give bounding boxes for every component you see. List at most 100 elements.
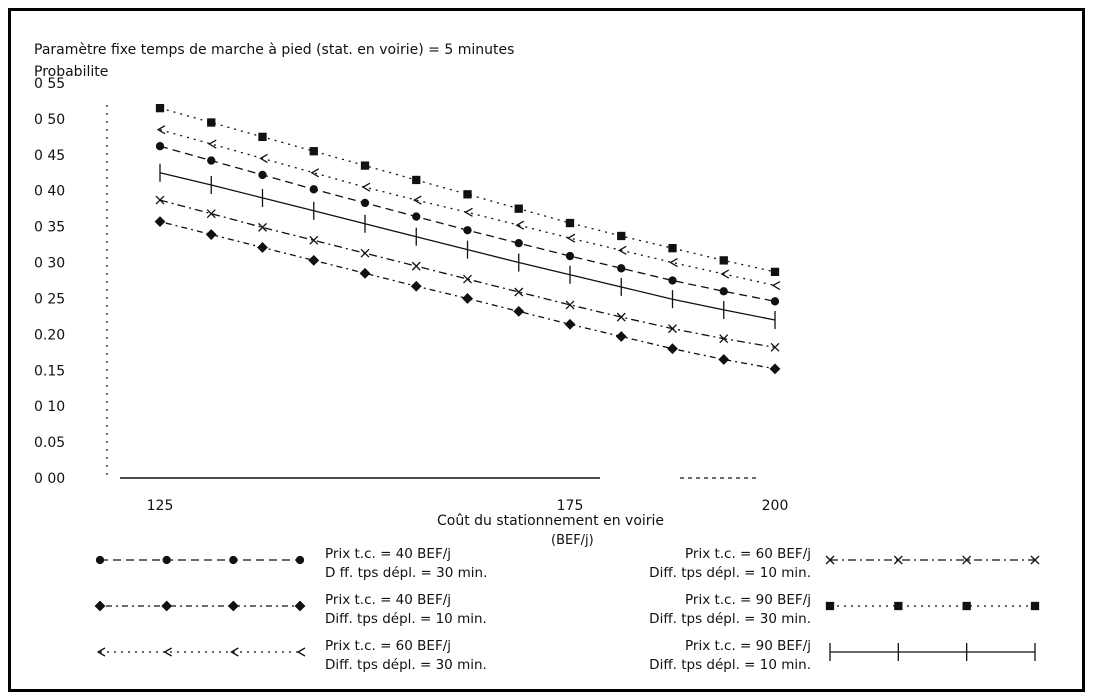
legend-marker xyxy=(962,601,971,611)
legend-text-s_40_30: Prix t.c. = 40 BEF/j D ff. tps dépl. = 3… xyxy=(325,546,488,581)
data-point xyxy=(412,212,421,221)
data-point xyxy=(565,251,575,261)
data-point xyxy=(310,168,320,178)
legend-marker xyxy=(227,600,239,612)
legend-marker xyxy=(162,555,171,565)
data-point xyxy=(719,334,729,344)
x-tick-label: 200 xyxy=(762,498,789,514)
data-point xyxy=(770,297,780,306)
legend-marker xyxy=(1030,555,1040,565)
data-point xyxy=(565,218,575,228)
data-point xyxy=(463,190,472,199)
legend-marker xyxy=(95,555,105,565)
data-point xyxy=(308,254,320,266)
data-point xyxy=(154,216,166,228)
data-point xyxy=(360,161,370,170)
chart-title: Paramètre fixe temps de marche à pied (s… xyxy=(34,42,515,58)
series-s_40_30 xyxy=(155,142,780,306)
legend-marker xyxy=(96,647,106,657)
data-point xyxy=(360,248,370,258)
data-point xyxy=(156,125,166,135)
data-point xyxy=(206,209,216,219)
legend-marker xyxy=(962,555,972,565)
data-point xyxy=(565,300,575,310)
legend-sample-s_90_30 xyxy=(825,601,1040,611)
data-point xyxy=(361,182,371,192)
data-point xyxy=(258,132,267,142)
data-point xyxy=(617,264,626,273)
data-point xyxy=(770,267,780,277)
data-point xyxy=(668,324,677,334)
data-point xyxy=(464,207,473,217)
legend-marker xyxy=(230,647,239,657)
y-tick-label: 0 30 xyxy=(34,256,65,272)
y-tick-label: 0 35 xyxy=(34,220,65,236)
data-point xyxy=(668,244,677,253)
data-point xyxy=(566,233,576,243)
legend-text-s_90_10: Prix t.c. = 90 BEF/j Diff. tps dépl. = 1… xyxy=(649,638,811,673)
data-point xyxy=(155,103,165,113)
data-point xyxy=(410,280,422,292)
data-point xyxy=(770,342,780,352)
legend-marker xyxy=(825,601,835,611)
legend-marker xyxy=(296,647,306,657)
y-tick-label: 0.20 xyxy=(34,327,65,343)
data-point xyxy=(514,204,523,213)
y-tick-label: 0 45 xyxy=(34,148,65,164)
data-point xyxy=(719,287,728,296)
legend-text-s_90_30: Prix t.c. = 90 BEF/j Diff. tps dépl. = 3… xyxy=(649,592,811,627)
data-point xyxy=(412,175,421,185)
legend-marker xyxy=(825,555,835,565)
data-point xyxy=(257,242,268,253)
y-tick-label: 0 50 xyxy=(34,112,65,128)
data-point xyxy=(667,343,678,355)
data-point xyxy=(462,293,473,304)
data-point xyxy=(359,267,371,279)
data-point xyxy=(718,354,730,365)
data-point xyxy=(309,235,319,245)
data-point xyxy=(155,142,165,151)
data-point xyxy=(515,220,525,230)
data-point xyxy=(719,256,728,265)
legend-marker xyxy=(163,647,172,657)
data-point xyxy=(258,170,267,180)
data-point xyxy=(463,226,472,235)
data-point xyxy=(617,245,627,255)
legend-marker xyxy=(893,555,903,565)
data-point xyxy=(258,222,267,232)
series-s_60_30 xyxy=(156,125,781,291)
data-point xyxy=(771,280,781,291)
y-tick-label: 0.15 xyxy=(34,363,65,379)
x-tick-label: 175 xyxy=(557,498,584,514)
data-point xyxy=(615,331,627,342)
y-axis-label: Probabilite xyxy=(34,64,109,80)
legend-text-s_40_10: Prix t.c. = 40 BEF/j Diff. tps dépl. = 1… xyxy=(325,592,487,627)
legend-marker xyxy=(94,600,106,612)
y-tick-label: 0 10 xyxy=(34,399,65,415)
data-point xyxy=(463,274,472,284)
legend-sample-s_40_30 xyxy=(95,555,305,565)
x-tick-label: 125 xyxy=(147,498,174,514)
series-s_40_10 xyxy=(154,216,781,375)
data-point xyxy=(309,185,318,194)
data-point xyxy=(769,363,781,375)
data-point xyxy=(513,305,525,317)
data-point xyxy=(207,139,217,149)
data-point xyxy=(564,318,576,330)
series-s_60_10 xyxy=(155,195,780,352)
legend-marker xyxy=(1030,601,1040,611)
data-point xyxy=(617,231,626,241)
data-point xyxy=(259,153,268,163)
data-point xyxy=(205,229,217,240)
series-s_90_10 xyxy=(159,163,776,329)
y-tick-label: 0 00 xyxy=(34,471,65,487)
legend-marker xyxy=(229,555,238,565)
legend-sample-s_40_10 xyxy=(94,600,306,612)
data-point xyxy=(360,198,370,208)
data-point xyxy=(668,276,677,285)
data-point xyxy=(411,261,421,271)
data-point xyxy=(207,118,216,127)
legend-sample-s_90_10 xyxy=(829,643,1036,661)
data-point xyxy=(412,195,422,205)
